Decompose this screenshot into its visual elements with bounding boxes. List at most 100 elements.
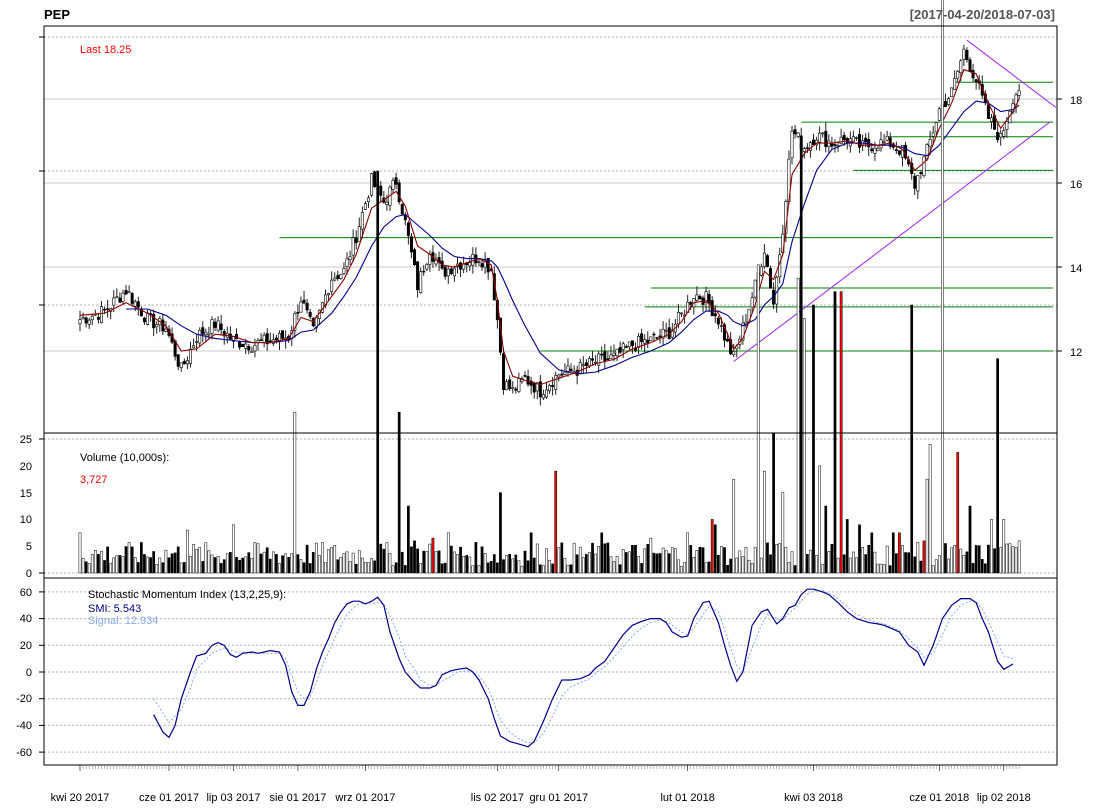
candle-body: [802, 148, 806, 152]
volume-bar: [772, 433, 775, 574]
candle-body: [357, 226, 361, 242]
candle-body: [121, 292, 125, 302]
volume-bar: [207, 550, 211, 574]
candle-body: [136, 301, 140, 308]
candle-body: [864, 137, 868, 143]
volume-bar: [637, 556, 640, 574]
volume-bar: [937, 555, 941, 574]
candle-body: [612, 352, 616, 356]
volume-bar: [956, 452, 960, 574]
volume-bar: [799, 143, 803, 574]
volume-bar: [201, 561, 205, 574]
candle-body: [299, 301, 303, 313]
volume-bar: [502, 559, 505, 574]
candle-body: [366, 197, 370, 203]
volume-bar: [278, 563, 281, 574]
candle-body: [78, 319, 82, 325]
volume-bar: [486, 562, 490, 574]
candle-body: [535, 382, 539, 392]
candle-body: [876, 148, 880, 151]
candle-body: [216, 320, 220, 331]
volume-bar: [996, 358, 999, 574]
price-tick-14: 14: [1070, 263, 1082, 275]
volume-bar: [539, 564, 542, 574]
smi-value-label: SMI: 5.543: [88, 603, 141, 615]
volume-bar: [806, 554, 809, 574]
x-label-0: kwi 20 2017: [51, 792, 110, 804]
candle-body: [630, 340, 634, 346]
volume-bar: [410, 546, 413, 574]
candle-body: [219, 323, 223, 331]
smi-tick-minus40: -40: [16, 720, 32, 732]
candle-body: [213, 321, 217, 328]
volume-bar: [901, 544, 904, 574]
volume-bar: [189, 555, 192, 574]
volume-bar: [815, 555, 818, 574]
volume-bar: [855, 557, 858, 574]
candle-body: [765, 255, 769, 267]
volume-bar: [100, 551, 103, 574]
volume-bar: [548, 559, 551, 574]
volume-bar: [686, 532, 690, 574]
volume-bar: [631, 545, 634, 574]
volume-bar: [891, 532, 895, 574]
volume-bar: [723, 547, 726, 574]
volume-bar: [931, 565, 935, 574]
candle-body: [446, 268, 450, 277]
volume-bar: [253, 542, 257, 574]
volume-bar: [133, 557, 137, 574]
volume-last-value: 3,727: [80, 474, 108, 486]
volume-bar: [993, 548, 996, 574]
volume-bar: [753, 547, 757, 574]
candle-body: [624, 346, 628, 348]
volume-bar: [333, 545, 337, 574]
candle-body: [910, 162, 914, 174]
candle-body: [330, 279, 334, 292]
volume-bar: [747, 559, 751, 574]
candle-body: [413, 249, 417, 266]
candle-body: [759, 266, 763, 276]
volume-bar: [499, 492, 502, 574]
volume-bar: [376, 170, 380, 574]
candle-body: [646, 339, 650, 344]
candle-body: [81, 317, 85, 320]
candle-body: [342, 268, 346, 274]
candle-body: [514, 388, 518, 391]
candle-body: [155, 324, 159, 328]
volume-bar: [999, 547, 1003, 574]
volume-tick-15: 15: [20, 488, 32, 500]
candle-body: [127, 291, 131, 294]
volume-bar: [167, 557, 171, 574]
candle-body: [808, 142, 812, 151]
volume-bar: [738, 550, 742, 574]
smi-tick-40: 40: [20, 613, 32, 625]
candle-body: [643, 339, 647, 344]
candle-body: [130, 293, 134, 304]
candle-body: [538, 381, 542, 398]
volume-bar: [1011, 546, 1015, 574]
candle-body: [971, 70, 975, 79]
chart-title: PEP: [44, 7, 70, 22]
volume-bar: [680, 566, 683, 574]
candle-body: [652, 333, 656, 336]
volume-bar: [229, 552, 232, 574]
candle-body: [600, 353, 604, 356]
candle-body: [544, 389, 548, 398]
candle-body: [339, 274, 343, 279]
volume-bar: [440, 563, 444, 574]
candle-body: [262, 334, 266, 344]
volume-bar: [913, 556, 917, 574]
volume-bar: [1008, 543, 1012, 574]
candle-body: [449, 268, 453, 274]
volume-bar: [293, 411, 297, 574]
volume-bar: [179, 562, 183, 574]
volume-bar: [416, 548, 419, 574]
volume-tick-5: 5: [26, 541, 32, 553]
candle-body: [465, 263, 469, 265]
volume-bar: [879, 563, 883, 574]
candle-body: [179, 362, 183, 369]
volume-bar: [155, 563, 159, 574]
volume-bar: [81, 558, 85, 574]
volume-bar: [677, 559, 680, 574]
volume-bar: [465, 555, 469, 574]
